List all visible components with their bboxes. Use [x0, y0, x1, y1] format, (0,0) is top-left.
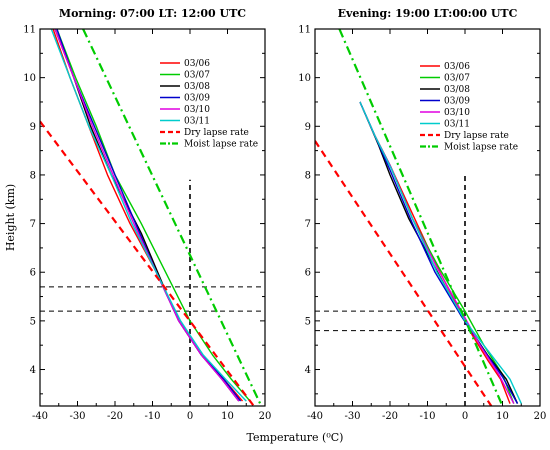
- legend-label: 03/07: [444, 74, 470, 84]
- morning-y-tick-label: 6: [30, 268, 36, 279]
- morning-y-tick-label: 7: [30, 219, 36, 230]
- evening-panel: Evening: 19:00 LT:00:00 UTC -40 -30 -20 -10 0…: [298, 7, 546, 422]
- legend-label: 03/10: [184, 105, 210, 115]
- evening-x-tick-label: -40: [307, 411, 323, 422]
- evening-y-tick-label: 8: [305, 170, 311, 181]
- evening-y-tick-label: 10: [298, 73, 311, 84]
- y-axis-label: Height (km): [4, 184, 17, 251]
- legend-label: 03/07: [184, 71, 210, 81]
- legend-label: 03/08: [184, 82, 210, 92]
- morning-series-03-11: [50, 29, 247, 402]
- legend-label: 03/09: [444, 97, 470, 107]
- legend-label: Dry lapse rate: [184, 128, 249, 138]
- evening-x-tick-label: -10: [419, 411, 435, 422]
- evening-x-tick-label: -20: [382, 411, 398, 422]
- legend-label: 03/08: [444, 85, 470, 95]
- morning-x-tick-label: -10: [144, 411, 160, 422]
- morning-y-tick-label: 11: [23, 25, 36, 36]
- morning-series-03-06: [52, 29, 244, 402]
- morning-panel: Morning: 07:00 LT: 12:00 UTC Height (km) -…: [4, 7, 271, 422]
- morning-plot-area: [40, 29, 265, 406]
- evening-x-tick-label: 20: [534, 411, 547, 422]
- morning-y-tick-label: 10: [23, 73, 36, 84]
- legend-label: 03/09: [184, 94, 210, 104]
- morning-x-tick-label: -20: [107, 411, 123, 422]
- legend-label: 03/11: [184, 117, 210, 127]
- morning-y-tick-label: 8: [30, 170, 36, 181]
- morning-series-moist-lapse-rate: [82, 29, 263, 406]
- morning-x-tick-label: 20: [259, 411, 272, 422]
- legend-label: Moist lapse rate: [184, 140, 258, 150]
- morning-title: Morning: 07:00 LT: 12:00 UTC: [59, 7, 246, 20]
- evening-y-tick-label: 4: [305, 365, 311, 376]
- morning-x-tick-label: 0: [187, 411, 193, 422]
- morning-x-tick-label: -30: [69, 411, 85, 422]
- legend-label: 03/11: [444, 120, 470, 130]
- morning-y-tick-label: 4: [30, 365, 36, 376]
- evening-series-03-11: [359, 101, 522, 404]
- evening-y-tick-label: 9: [305, 122, 311, 133]
- morning-y-tick-label: 5: [30, 316, 36, 327]
- legend-label: 03/06: [444, 62, 470, 72]
- morning-series-03-09: [56, 29, 242, 402]
- morning-x-tick-label: 10: [221, 411, 234, 422]
- evening-y-tick-label: 7: [305, 219, 311, 230]
- evening-series-dry-lapse-rate: [315, 140, 493, 406]
- evening-y-tick-label: 5: [305, 316, 311, 327]
- evening-y-tick-label: 6: [305, 268, 311, 279]
- evening-y-tick-label: 11: [298, 25, 311, 36]
- morning-series-dry-lapse-rate: [40, 120, 255, 406]
- morning-series-03-10: [54, 29, 240, 402]
- evening-title: Evening: 19:00 LT:00:00 UTC: [338, 7, 518, 20]
- morning-series-03-08: [54, 29, 240, 402]
- evening-plot-area: [315, 29, 540, 406]
- legend-label: 03/06: [184, 59, 210, 69]
- legend-label: Dry lapse rate: [444, 131, 509, 141]
- evening-series-moist-lapse-rate: [338, 29, 504, 406]
- morning-y-tick-label: 9: [30, 122, 36, 133]
- evening-x-tick-label: -30: [344, 411, 360, 422]
- x-axis-label: Temperature (⁰C): [247, 431, 344, 444]
- evening-x-tick-label: 0: [462, 411, 468, 422]
- evening-x-tick-label: 10: [496, 411, 509, 422]
- legend-label: Moist lapse rate: [444, 143, 518, 153]
- morning-x-tick-label: -40: [32, 411, 48, 422]
- morning-plot-frame: [39, 28, 266, 407]
- legend-label: 03/10: [444, 108, 470, 118]
- morning-series-03-07: [56, 29, 251, 402]
- evening-plot-frame: [314, 28, 541, 407]
